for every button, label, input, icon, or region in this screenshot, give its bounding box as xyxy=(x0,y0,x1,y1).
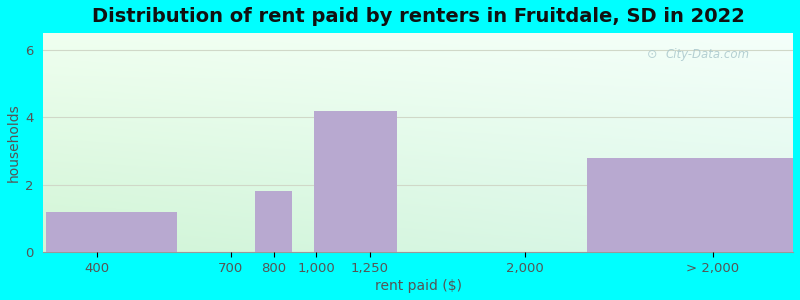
Bar xyxy=(255,191,292,252)
Text: ⊙: ⊙ xyxy=(647,48,658,62)
Bar xyxy=(587,158,793,252)
X-axis label: rent paid ($): rent paid ($) xyxy=(374,279,462,293)
Bar xyxy=(46,212,178,252)
Text: City-Data.com: City-Data.com xyxy=(666,48,750,62)
Bar xyxy=(314,111,397,252)
Title: Distribution of rent paid by renters in Fruitdale, SD in 2022: Distribution of rent paid by renters in … xyxy=(92,7,745,26)
Y-axis label: households: households xyxy=(7,103,21,182)
